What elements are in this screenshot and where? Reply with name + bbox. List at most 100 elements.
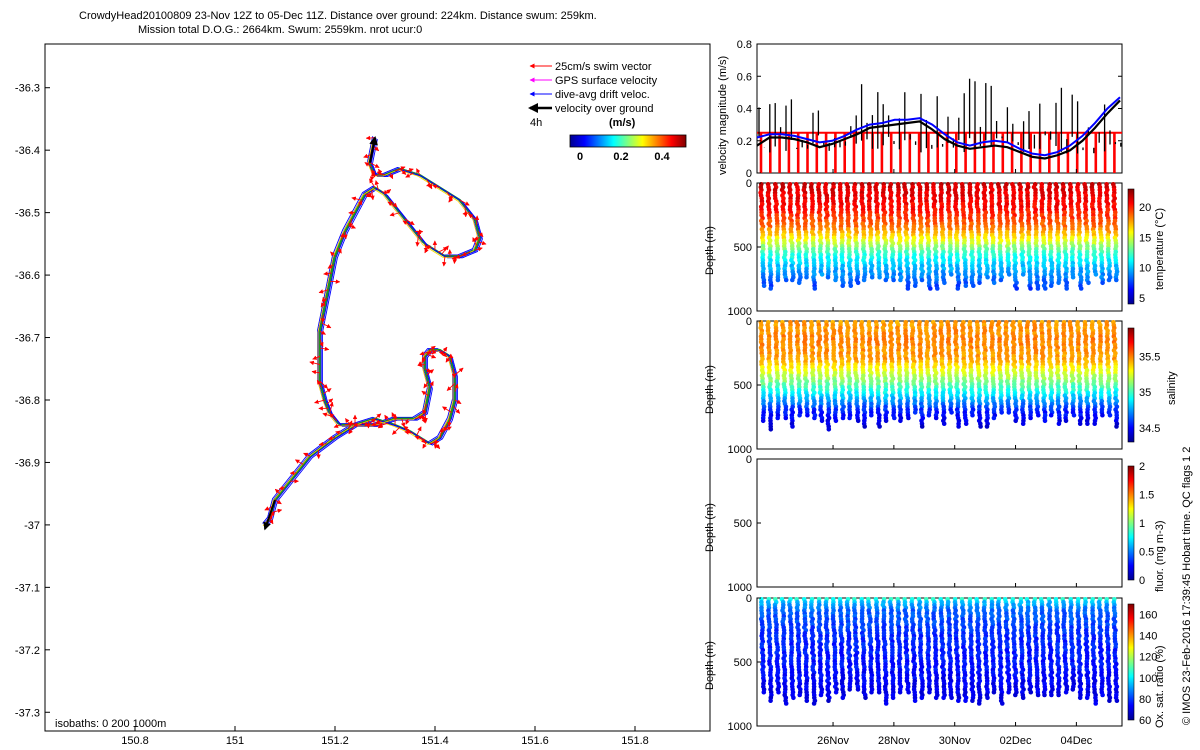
swim-vector <box>439 351 447 356</box>
swim-vector <box>442 406 452 413</box>
profile-sample <box>912 410 918 415</box>
profile-sample <box>840 695 846 701</box>
swim-vector <box>423 243 429 253</box>
speed-colorbar-tick-1: 0.2 <box>613 151 628 163</box>
swim-vector <box>347 420 353 430</box>
swim-vector <box>454 399 462 405</box>
track-end-arrow <box>263 499 276 531</box>
legend-drift-label: dive-avg drift veloc. <box>555 89 650 101</box>
swim-vector <box>447 418 452 427</box>
map-axis-ticks: 150.8 151 151.2 151.4 151.6 151.8-36.3-36.4-3… <box>15 83 649 747</box>
swim-vector <box>381 190 389 195</box>
velocity-panel: 00.20.40.60.8 velocity magnitude (m/s) <box>717 39 1123 180</box>
swim-vector <box>319 380 328 389</box>
velocity-ytick-label: 0.2 <box>737 136 752 148</box>
profile-sample <box>819 272 825 277</box>
fluorescence-colorbar-label: fluor. (mg m-3) <box>1154 520 1166 592</box>
swim-vector <box>415 235 420 247</box>
swim-vector <box>422 441 428 449</box>
profile-sample <box>863 695 868 701</box>
swim-vector <box>327 264 334 269</box>
profile-sample <box>1071 412 1077 418</box>
map-xtick-label: 151.6 <box>521 735 549 747</box>
profile-sample <box>1077 421 1083 427</box>
swim-vector <box>406 168 414 173</box>
profile-sample <box>905 286 911 291</box>
velocity-series-blue <box>756 96 1121 157</box>
swim-vector <box>343 231 348 240</box>
profile-sample <box>812 286 818 291</box>
swim-vector <box>472 237 478 247</box>
map-ytick-label: -36.9 <box>15 457 40 469</box>
temperature-colorbar <box>1127 188 1135 305</box>
depth-ytick-label: 500 <box>734 242 752 254</box>
swim-vector <box>429 381 434 388</box>
profile-sample <box>768 286 773 291</box>
profile-sample <box>970 412 975 418</box>
swim-vector <box>321 322 332 329</box>
profile-sample <box>790 424 795 429</box>
swim-vector <box>323 271 332 276</box>
swim-vector <box>369 162 380 168</box>
profile-sample <box>1042 418 1048 424</box>
profile-sample <box>783 415 789 421</box>
swim-vector <box>448 195 454 203</box>
profile-sample <box>999 410 1004 415</box>
profile-sample <box>1100 280 1105 286</box>
profile-sample <box>783 701 789 706</box>
swim-vector <box>477 231 484 238</box>
profile-sample <box>897 689 903 695</box>
swim-vector <box>348 224 356 229</box>
swim-vector <box>451 255 461 260</box>
profile-sample <box>1056 280 1061 286</box>
map-ytick-label: -37.3 <box>15 707 40 719</box>
swim-vector <box>365 135 376 141</box>
velocity-ytick-label: 0.6 <box>737 71 752 83</box>
profile-sample <box>1100 412 1105 418</box>
depth-ytick-label: 500 <box>734 380 752 392</box>
glider-track <box>262 135 487 531</box>
colorbar-tick-label: 34.5 <box>1139 423 1160 435</box>
profile-sample <box>941 421 947 427</box>
profile-sample <box>883 418 889 424</box>
swim-vector <box>442 256 447 267</box>
map-ytick-label: -36.8 <box>15 395 40 407</box>
profile-sample <box>991 280 997 286</box>
velocity-plot <box>756 78 1122 173</box>
profile-sample <box>833 418 839 424</box>
swim-vector <box>319 346 330 352</box>
profile-sample <box>797 412 802 418</box>
swim-vector <box>402 220 411 226</box>
track-speed-accent <box>262 138 479 527</box>
profile-sample <box>862 424 867 429</box>
profile-sample <box>971 283 976 289</box>
colorbar-tick-label: 0.5 <box>1139 547 1154 559</box>
swim-vector <box>361 421 370 427</box>
swim-vector <box>422 404 428 415</box>
profile-sample <box>1028 286 1033 291</box>
swim-vector <box>419 437 426 444</box>
map-legend: 25cm/s swim vector GPS surface velocity … <box>528 61 687 163</box>
profile-sample <box>833 689 839 695</box>
profile-sample <box>812 415 817 421</box>
swim-vector <box>419 351 429 356</box>
colorbar-tick-label: 1 <box>1139 518 1145 530</box>
swim-vector <box>374 413 382 420</box>
swim-vector <box>376 171 386 176</box>
colorbar-tick-label: 0 <box>1139 575 1145 587</box>
swim-vector <box>474 215 480 226</box>
map-ytick-label: -36.7 <box>15 333 40 345</box>
swim-vector <box>400 418 406 428</box>
swim-vector <box>417 230 423 240</box>
velocity-series-black <box>756 99 1121 160</box>
profile-sample <box>984 424 990 429</box>
swim-vector <box>462 210 471 216</box>
profile-sample <box>768 427 774 432</box>
profile-sample <box>898 418 903 424</box>
profile-sample <box>1078 286 1084 291</box>
profile-sample <box>963 283 969 289</box>
swim-vector <box>451 368 457 379</box>
